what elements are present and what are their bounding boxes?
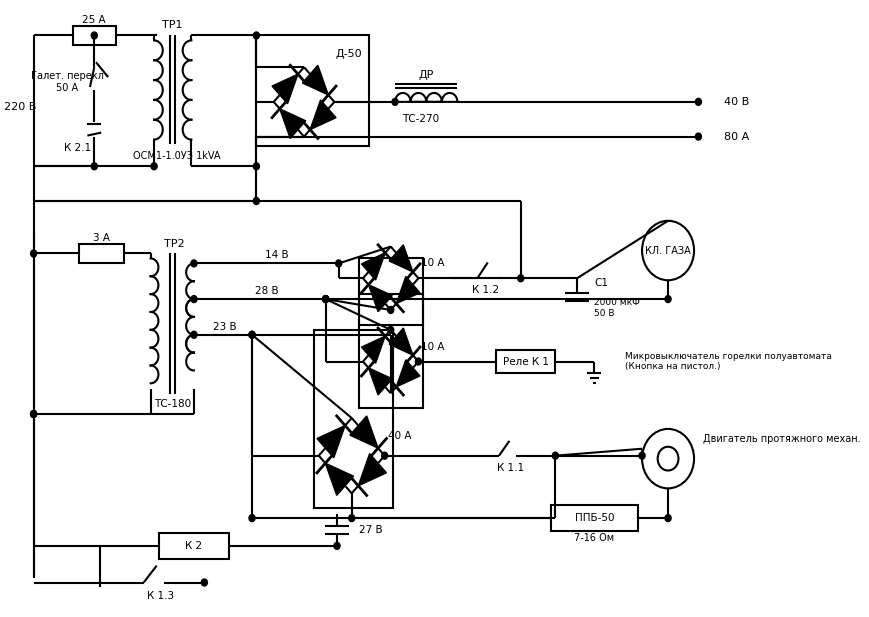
Bar bbox=[79, 244, 123, 263]
Polygon shape bbox=[389, 245, 413, 272]
Polygon shape bbox=[396, 360, 420, 387]
Text: ТР2: ТР2 bbox=[163, 239, 184, 249]
Text: Микровыключатель горелки полуавтомата
(Кнопка на пистол.): Микровыключатель горелки полуавтомата (К… bbox=[625, 352, 832, 371]
Circle shape bbox=[249, 331, 255, 338]
Polygon shape bbox=[362, 336, 385, 363]
Text: ДР: ДР bbox=[419, 70, 434, 80]
Text: 27 В: 27 В bbox=[359, 525, 382, 535]
Circle shape bbox=[695, 98, 701, 106]
Text: К 2: К 2 bbox=[185, 541, 202, 551]
Circle shape bbox=[334, 542, 340, 549]
Polygon shape bbox=[317, 426, 345, 458]
Circle shape bbox=[322, 296, 328, 302]
Circle shape bbox=[91, 163, 97, 170]
Text: Галет. перекл
50 А: Галет. перекл 50 А bbox=[31, 71, 104, 93]
Circle shape bbox=[91, 32, 97, 39]
Circle shape bbox=[695, 133, 701, 140]
Polygon shape bbox=[325, 463, 354, 495]
Text: К 1.1: К 1.1 bbox=[497, 463, 524, 473]
Bar bbox=[359, 259, 423, 325]
Polygon shape bbox=[368, 284, 392, 312]
Text: 10 А: 10 А bbox=[421, 259, 444, 268]
Circle shape bbox=[191, 296, 197, 302]
Circle shape bbox=[30, 410, 36, 418]
Text: 40 В: 40 В bbox=[725, 97, 750, 107]
Polygon shape bbox=[302, 65, 328, 95]
Circle shape bbox=[254, 32, 260, 39]
Bar bbox=[159, 533, 229, 559]
Circle shape bbox=[249, 331, 255, 338]
Text: 14 В: 14 В bbox=[265, 251, 289, 260]
Text: 28 В: 28 В bbox=[255, 286, 278, 296]
Polygon shape bbox=[389, 328, 413, 355]
Bar bbox=[256, 36, 369, 146]
Circle shape bbox=[249, 515, 255, 521]
Bar bbox=[315, 330, 394, 508]
Circle shape bbox=[348, 515, 355, 521]
Circle shape bbox=[30, 250, 36, 257]
Polygon shape bbox=[280, 109, 306, 138]
Circle shape bbox=[392, 98, 398, 106]
Circle shape bbox=[30, 410, 36, 418]
Text: ТС-270: ТС-270 bbox=[402, 114, 440, 124]
Polygon shape bbox=[362, 253, 385, 280]
Text: Д-50: Д-50 bbox=[335, 49, 362, 59]
Circle shape bbox=[388, 307, 394, 313]
Text: ОСМ1-1.0УЗ 1kVA: ОСМ1-1.0УЗ 1kVA bbox=[133, 151, 221, 162]
Text: 2000 мкФ
50 В: 2000 мкФ 50 В bbox=[594, 298, 640, 318]
Text: 80 А: 80 А bbox=[725, 131, 750, 141]
Polygon shape bbox=[358, 453, 387, 486]
Text: 40 А: 40 А bbox=[388, 431, 411, 441]
Text: К 1.2: К 1.2 bbox=[473, 285, 500, 295]
Circle shape bbox=[322, 296, 328, 302]
Text: ППБ-50: ППБ-50 bbox=[574, 513, 614, 523]
Text: Реле К 1: Реле К 1 bbox=[503, 357, 549, 366]
Polygon shape bbox=[310, 100, 336, 130]
Text: 23 В: 23 В bbox=[213, 322, 236, 332]
Circle shape bbox=[381, 452, 388, 459]
Text: Двигатель протяжного механ.: Двигатель протяжного механ. bbox=[703, 434, 860, 444]
Text: ТС-180: ТС-180 bbox=[154, 399, 191, 409]
Circle shape bbox=[151, 163, 157, 170]
Text: С1: С1 bbox=[594, 278, 608, 288]
Polygon shape bbox=[368, 368, 392, 395]
Text: К 2.1: К 2.1 bbox=[64, 144, 91, 154]
Circle shape bbox=[335, 260, 342, 267]
Polygon shape bbox=[350, 416, 378, 448]
Polygon shape bbox=[396, 276, 420, 304]
Circle shape bbox=[415, 358, 421, 365]
Text: ТР1: ТР1 bbox=[162, 20, 182, 30]
Circle shape bbox=[202, 579, 208, 586]
Circle shape bbox=[191, 260, 197, 267]
Text: 3 А: 3 А bbox=[93, 233, 109, 242]
Circle shape bbox=[322, 296, 328, 302]
Circle shape bbox=[553, 452, 559, 459]
Circle shape bbox=[518, 275, 524, 282]
Bar bbox=[359, 294, 423, 408]
Circle shape bbox=[254, 197, 260, 204]
Polygon shape bbox=[272, 74, 298, 104]
Circle shape bbox=[639, 452, 645, 459]
Bar bbox=[73, 25, 116, 46]
Circle shape bbox=[388, 326, 394, 333]
Text: КЛ. ГАЗА: КЛ. ГАЗА bbox=[645, 246, 691, 255]
Bar bbox=[496, 350, 555, 373]
Text: К 1.3: К 1.3 bbox=[148, 591, 175, 602]
Circle shape bbox=[191, 331, 197, 338]
Circle shape bbox=[665, 515, 671, 521]
Bar bbox=[551, 505, 638, 531]
Text: 7-16 Ом: 7-16 Ом bbox=[574, 533, 614, 543]
Circle shape bbox=[254, 163, 260, 170]
Text: 220 В: 220 В bbox=[4, 102, 36, 112]
Text: 10 А: 10 А bbox=[421, 342, 444, 352]
Circle shape bbox=[665, 296, 671, 302]
Text: 25 А: 25 А bbox=[83, 15, 106, 25]
